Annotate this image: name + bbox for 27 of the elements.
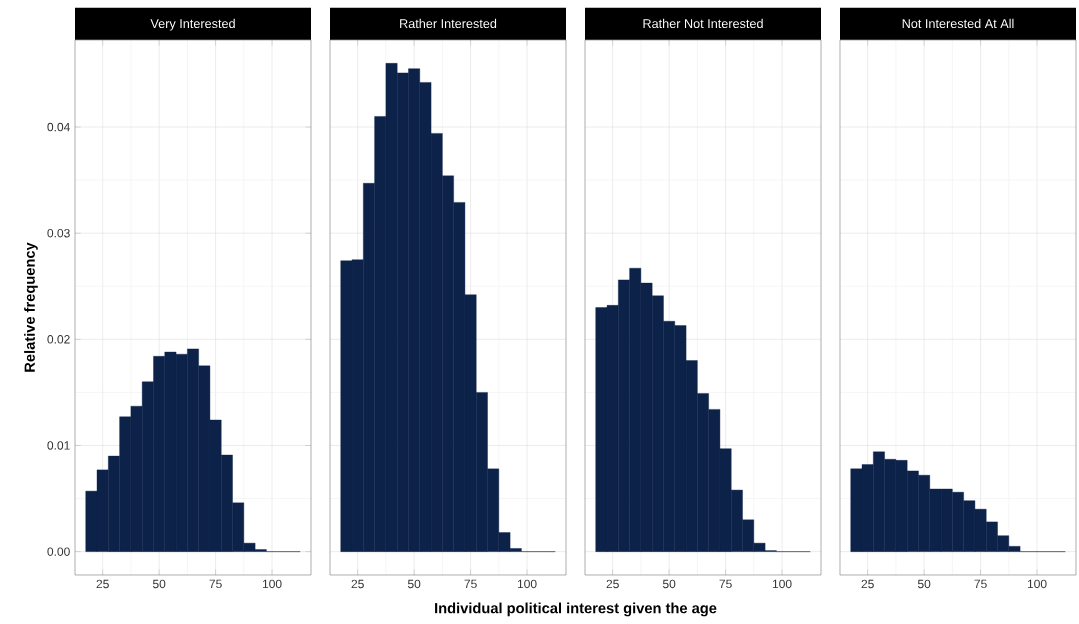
y-tick-label: 0.02 [47, 335, 70, 344]
x-tick-label: 50 [662, 579, 676, 589]
y-tick-label: 0.03 [47, 228, 70, 238]
x-axis-title: Individual political interest given the age [435, 602, 717, 617]
x-tick-label: 25 [96, 579, 109, 589]
y-axis-title: Relative frequency [24, 242, 38, 372]
x-tick-label: 100 [517, 579, 537, 589]
y-tick-label: 0.00 [47, 547, 70, 556]
x-tick-label: 25 [861, 579, 874, 589]
y-tick-label: 0.01 [47, 441, 70, 450]
x-tick-label: 100 [772, 579, 792, 589]
chart-title: Rather Not Interested [643, 18, 763, 29]
x-tick-label: 75 [974, 579, 987, 589]
x-tick-label: 75 [209, 579, 222, 589]
x-tick-label: 100 [262, 579, 282, 589]
x-tick-label: 50 [152, 579, 166, 589]
x-tick-label: 25 [606, 579, 619, 589]
x-tick-label: 50 [917, 579, 931, 589]
x-tick-label: 100 [1027, 579, 1047, 589]
x-tick-label: 75 [464, 579, 477, 589]
chart-title: Not Interested At All [902, 18, 1014, 29]
x-tick-label: 50 [407, 579, 421, 589]
x-tick-label: 75 [719, 579, 732, 589]
chart-title: Rather Interested [400, 18, 497, 29]
x-tick-label: 25 [351, 579, 364, 589]
chart-title: Very Interested [150, 18, 235, 31]
y-tick-label: 0.04 [47, 122, 70, 132]
